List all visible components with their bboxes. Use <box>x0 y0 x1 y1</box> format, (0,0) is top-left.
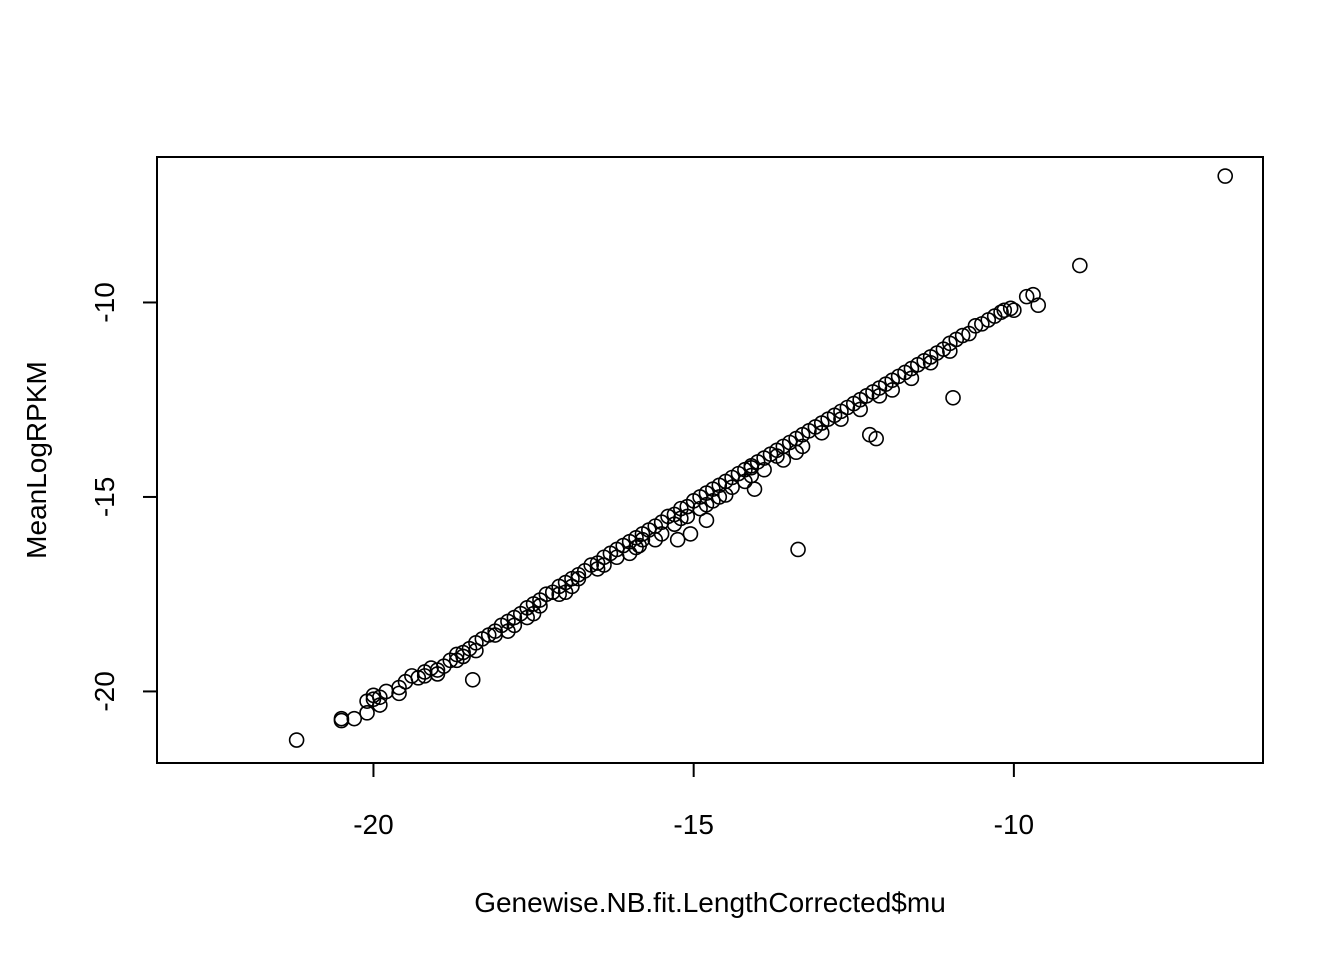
data-point <box>922 354 939 371</box>
data-point <box>416 668 433 684</box>
data-point <box>813 424 830 441</box>
data-point <box>538 586 555 602</box>
data-point <box>372 697 388 713</box>
x-axis-label: Genewise.NB.fit.LengthCorrected$mu <box>474 887 946 918</box>
data-point <box>359 705 375 721</box>
data-point <box>698 496 715 513</box>
data-point <box>1217 168 1234 184</box>
y-tick-label: -10 <box>89 282 120 322</box>
plot-frame <box>156 156 1264 764</box>
data-point <box>679 508 696 525</box>
y-tick-label: -20 <box>89 671 120 711</box>
data-point <box>1018 288 1035 305</box>
data-point <box>551 586 567 602</box>
data-point <box>871 388 888 404</box>
data-point <box>333 712 350 729</box>
data-point <box>743 459 760 476</box>
data-point <box>769 448 785 464</box>
x-tick-label: -15 <box>673 809 713 840</box>
data-point <box>647 531 664 548</box>
data-point <box>464 671 481 688</box>
data-point <box>967 318 984 334</box>
data-point <box>711 489 728 505</box>
data-point <box>903 370 920 387</box>
data-point <box>746 481 763 497</box>
x-axis: -20 -15 -10 <box>353 762 1034 840</box>
data-point <box>724 479 740 496</box>
data-point <box>1025 286 1041 303</box>
data-point <box>455 648 471 665</box>
data-point <box>669 531 686 548</box>
data-point <box>673 510 689 527</box>
data-point <box>833 411 849 427</box>
data-point <box>631 537 648 554</box>
data-point <box>788 444 804 461</box>
x-tick-label: -20 <box>353 809 393 840</box>
data-point <box>1030 297 1047 313</box>
y-tick-label: -15 <box>89 477 120 517</box>
data-point <box>391 685 407 702</box>
data-points <box>288 168 1234 748</box>
data-point <box>448 646 465 663</box>
data-point <box>429 666 446 682</box>
data-point <box>698 512 715 529</box>
data-point <box>288 732 305 748</box>
x-tick-label: -10 <box>994 809 1034 840</box>
data-point <box>468 642 484 659</box>
data-point <box>1002 300 1019 317</box>
data-point <box>954 327 971 344</box>
data-point <box>868 430 884 447</box>
data-point <box>790 541 806 558</box>
data-point <box>506 617 523 634</box>
data-point <box>525 605 542 622</box>
y-axis-label: MeanLogRPKM <box>21 361 52 559</box>
data-point <box>1072 257 1088 274</box>
data-point <box>628 539 644 556</box>
data-point <box>564 578 580 595</box>
data-point <box>884 382 900 398</box>
data-point <box>1006 302 1022 319</box>
data-point <box>945 389 961 406</box>
data-point <box>996 302 1013 319</box>
data-point <box>682 526 699 542</box>
data-point <box>346 710 363 727</box>
data-point <box>942 343 958 359</box>
data-point <box>756 461 772 478</box>
data-point <box>852 401 868 418</box>
data-point <box>596 557 612 573</box>
data-point <box>993 304 1009 320</box>
y-axis: -20 -15 -10 <box>89 282 158 712</box>
